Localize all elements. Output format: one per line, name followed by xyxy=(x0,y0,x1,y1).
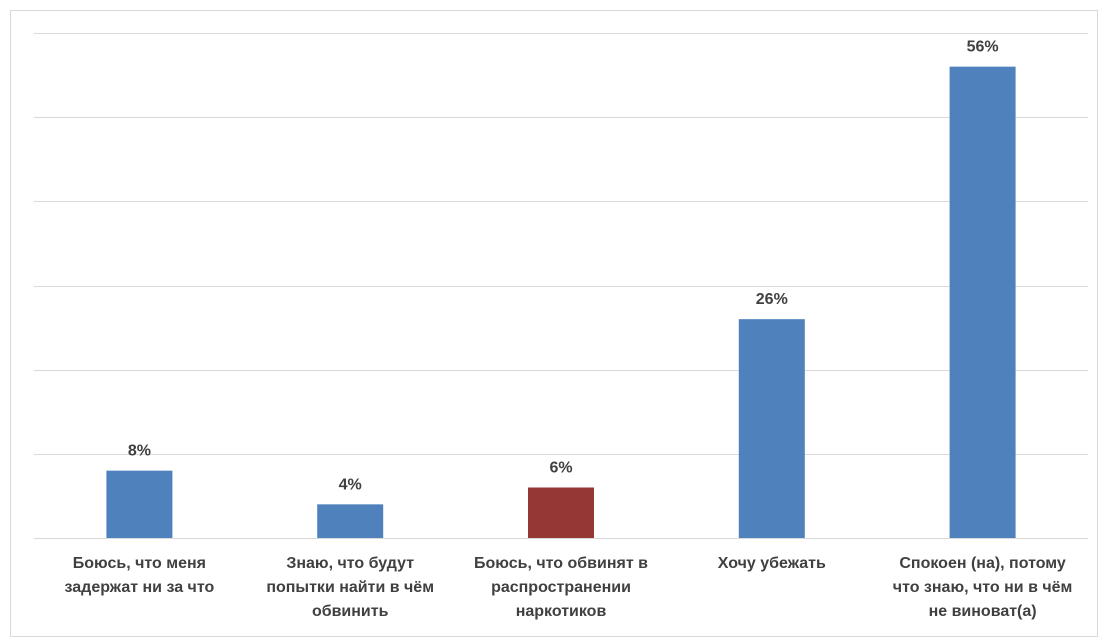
bar xyxy=(106,470,173,538)
data-labels: 8% 4% 6% 26% 56% xyxy=(128,39,999,494)
data-label: 4% xyxy=(339,476,362,493)
bar xyxy=(528,487,594,538)
category-label: Боюсь, что меня задержат ни за что xyxy=(64,555,215,596)
bar xyxy=(738,319,805,538)
data-label: 56% xyxy=(967,39,999,56)
bars xyxy=(106,66,1016,539)
category-label: Хочу убежать xyxy=(717,555,826,572)
category-label: Знаю, что будут попытки найти в чём обви… xyxy=(266,555,435,620)
bar xyxy=(317,504,384,538)
category-label: Спокоен (на), потому что знаю, что ни в … xyxy=(892,555,1073,620)
category-label: Боюсь, что обвинят в распространении нар… xyxy=(474,555,648,620)
data-label: 6% xyxy=(549,460,572,477)
data-label: 8% xyxy=(128,443,151,460)
data-label: 26% xyxy=(756,291,788,308)
bar xyxy=(949,66,1016,539)
gridlines xyxy=(34,33,1088,539)
